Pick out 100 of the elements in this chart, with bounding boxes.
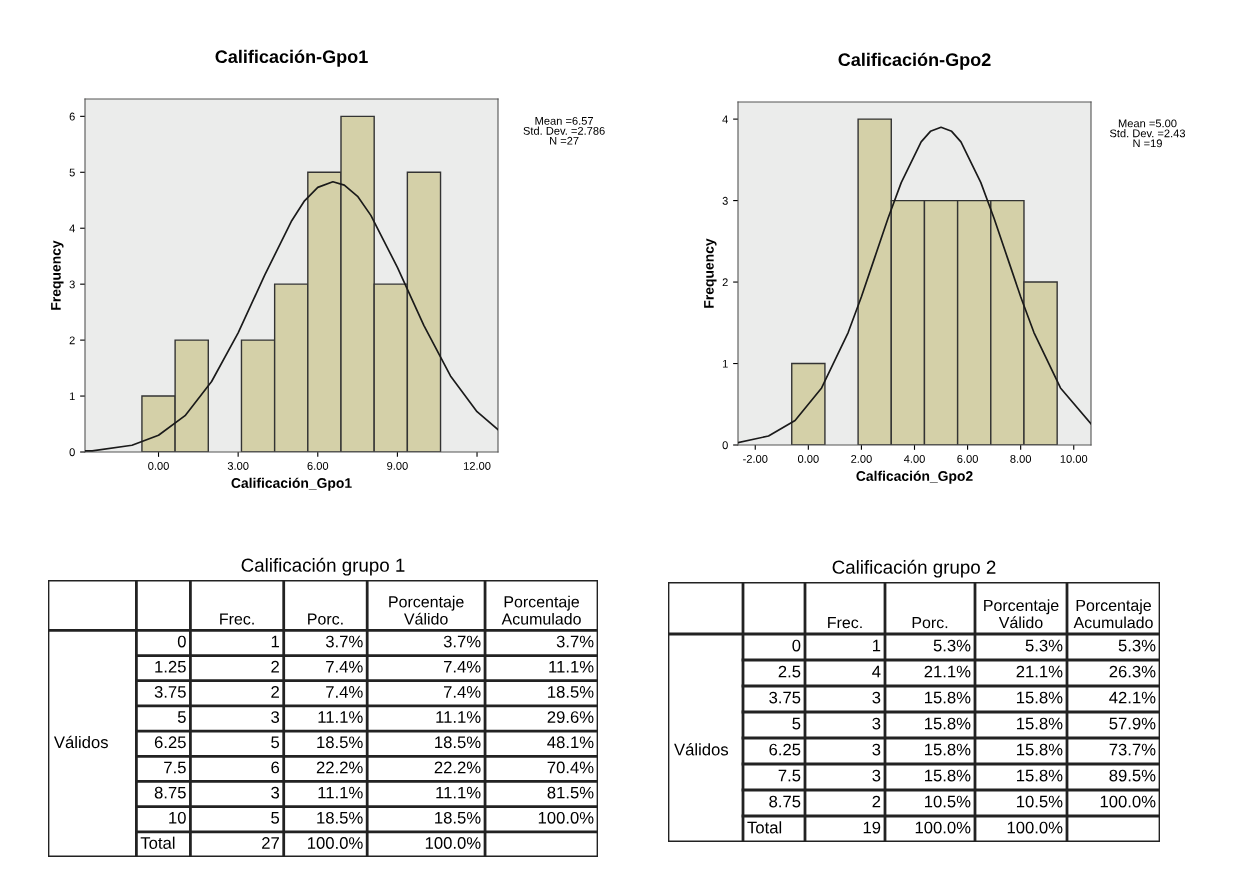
y-tick-label: 0 <box>722 441 728 450</box>
text: 5.3% <box>1118 639 1156 652</box>
y-tick-label: 4 <box>722 115 728 124</box>
text: 3.7% <box>556 635 594 648</box>
text: 21.1% <box>924 665 971 678</box>
text: 2 <box>271 660 279 673</box>
x-axis-title: Calificación_Gpo1 <box>231 477 352 491</box>
text: 6 <box>271 761 280 774</box>
text: 6.25 <box>154 736 186 749</box>
text: Frec. <box>220 613 254 625</box>
text: Porc. <box>308 613 343 625</box>
text: 11.1% <box>318 786 363 799</box>
x-tick-label: 3.00 <box>227 462 249 470</box>
text: Porcentaje Acumulado <box>501 595 581 625</box>
text: 18.5% <box>317 736 363 749</box>
text: 42.1% <box>1109 691 1156 704</box>
y-axis-title: Frequency <box>51 240 64 310</box>
text: 10 <box>169 811 186 824</box>
text: 100.0% <box>1100 795 1156 808</box>
text: Válidos <box>53 735 108 749</box>
text: 100.0% <box>308 837 363 849</box>
y-tick-label: 6 <box>69 112 75 121</box>
text: Total <box>747 821 782 834</box>
text: 100.0% <box>425 837 481 849</box>
text: 11.1% <box>436 786 481 799</box>
text: 57.9% <box>1109 717 1156 730</box>
text: 1.25 <box>155 660 186 673</box>
x-tick-label: 0.00 <box>148 462 169 470</box>
x-tick-label: 8.00 <box>1010 455 1032 463</box>
text: 3.75 <box>154 685 186 698</box>
text: 18.5% <box>435 736 481 749</box>
text: 21.1% <box>1016 665 1063 678</box>
text: 73.7% <box>1109 743 1156 756</box>
text: 81.5% <box>547 786 594 799</box>
text: 7.4% <box>326 660 363 673</box>
text: 3 <box>872 691 881 704</box>
text: 7.5 <box>778 769 801 782</box>
text: 3.7% <box>325 635 363 648</box>
text: 1 <box>873 639 881 652</box>
text: 0 <box>792 639 801 652</box>
text: 26.3% <box>1109 665 1156 678</box>
text: 3 <box>872 743 881 756</box>
x-tick-label: 10.00 <box>1060 455 1088 463</box>
text: 15.8% <box>1017 717 1063 730</box>
text: 7.5 <box>164 761 186 774</box>
text: Válidos <box>674 743 729 756</box>
text: Porcentaje Acumulado <box>1073 599 1153 629</box>
text: 3 <box>872 769 881 782</box>
text: 5.3% <box>1025 639 1063 652</box>
text: 8.75 <box>769 795 801 808</box>
text: Mean =6.57 Std. Dev. =2.786 N =27 <box>523 116 605 145</box>
text: 4 <box>872 665 881 678</box>
x-tick-label: 6.00 <box>957 455 978 463</box>
text: Porcentaje Válido <box>984 599 1059 629</box>
text: 15.8% <box>1017 691 1063 704</box>
text: Total <box>140 836 175 849</box>
text: 3.75 <box>769 691 801 704</box>
y-tick-label: 5 <box>69 168 75 177</box>
text: 10.5% <box>1017 795 1063 808</box>
text: 5.3% <box>933 639 971 652</box>
text: 19 <box>863 821 881 834</box>
text: 7.4% <box>443 660 481 673</box>
y-tick-label: 0 <box>69 448 75 457</box>
text: 22.2% <box>434 761 481 774</box>
text: 27 <box>262 837 279 849</box>
text: 70.4% <box>547 761 594 774</box>
y-tick-label: 3 <box>722 196 728 205</box>
text: 5 <box>177 711 186 723</box>
text: 5 <box>271 812 280 824</box>
chart-title: Calificación-Gpo2 <box>838 52 991 70</box>
text: 2 <box>872 795 881 808</box>
text: 29.6% <box>547 711 594 723</box>
text: 3 <box>872 717 881 730</box>
y-tick-label: 2 <box>722 278 728 287</box>
text: 18.5% <box>435 811 481 824</box>
text: 100.0% <box>1007 821 1063 834</box>
y-tick-label: 2 <box>69 336 75 345</box>
text: 11.1% <box>549 660 594 673</box>
text: 5 <box>271 736 280 749</box>
x-tick-label: 0.00 <box>797 455 819 463</box>
text: 3 <box>271 711 280 723</box>
text: 0 <box>177 635 186 648</box>
text: 8.75 <box>154 786 186 799</box>
text: 7.4% <box>326 686 363 698</box>
text: 15.8% <box>925 691 971 704</box>
x-tick-label: 6.00 <box>307 462 329 470</box>
x-tick-label: 2.00 <box>851 455 872 463</box>
x-tick-label: -2.00 <box>743 455 768 463</box>
text: 15.8% <box>925 769 971 782</box>
text: 15.8% <box>1017 743 1063 756</box>
y-tick-label: 3 <box>69 280 75 289</box>
text: 7.4% <box>443 686 481 698</box>
y-tick-label: 4 <box>69 224 75 233</box>
text: 15.8% <box>925 743 971 756</box>
x-tick-label: 4.00 <box>903 455 925 463</box>
text: 89.5% <box>1109 769 1156 782</box>
text: 10.5% <box>925 795 971 808</box>
text: 15.8% <box>1017 769 1063 782</box>
text: 5 <box>792 717 801 730</box>
text: 3 <box>271 786 280 799</box>
